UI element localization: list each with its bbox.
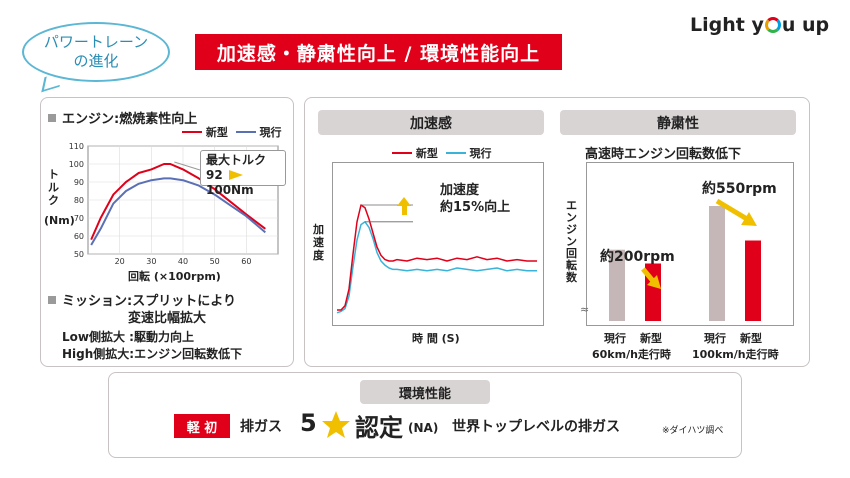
- rpm-group-100: 100km/h走行時: [692, 348, 779, 361]
- callout-leader-line: [174, 161, 201, 171]
- env-cert: 認定: [355, 414, 403, 442]
- rpm-cat-100-current: 現行: [704, 332, 726, 345]
- torque-series-current: [90, 177, 266, 246]
- accel-annotation1: 加速度: [440, 183, 480, 198]
- page-title: 加速感・静粛性向上 / 環境性能向上: [195, 34, 562, 70]
- callout-title: 最大トルク: [206, 153, 267, 167]
- mission-low: Low側拡大 :駆動力向上: [62, 330, 194, 344]
- legend-new-line: [182, 131, 202, 133]
- accel-legend-current: 現行: [469, 147, 492, 160]
- engine-legend: 新型 現行: [182, 124, 282, 140]
- accel-chart: [336, 204, 537, 314]
- rpm-cat-60-current: 現行: [604, 332, 626, 345]
- accel-legend-new-line: [392, 152, 412, 154]
- accel-title: 加速感: [318, 110, 544, 135]
- legend-current-line: [235, 131, 256, 133]
- rpm-cat-100-new: 新型: [740, 332, 762, 345]
- brand-logo: Light y u up: [690, 14, 829, 36]
- env-na: (NA): [408, 421, 439, 435]
- rpm-bar-current-0: [609, 249, 625, 321]
- env-five: 5: [300, 409, 317, 437]
- mission-heading-text: ミッション:スプリットにより: [62, 294, 236, 309]
- rpm-arrow-100-icon: [715, 198, 749, 222]
- torque-ytick-label: 90: [74, 178, 84, 187]
- accel-legend-current-line: [445, 152, 466, 154]
- rpm-cat-60-new: 新型: [640, 332, 662, 345]
- legend-current-label: 現行: [259, 126, 282, 139]
- callout-arrow-icon: [228, 170, 243, 180]
- rpm-bar-new-1: [745, 240, 761, 321]
- engine-heading-text: エンジン:燃焼素性向上: [62, 112, 198, 127]
- axis-break-mark: ≈: [580, 303, 590, 316]
- torque-ytick-label: 100: [69, 160, 84, 169]
- torque-ytick-label: 60: [74, 232, 84, 241]
- accel-series-current: [336, 221, 537, 314]
- env-world: 世界トップレベルの排ガス: [452, 419, 620, 435]
- logo-text-a: Light y: [690, 14, 764, 36]
- rpm-annotation-100: 約550rpm: [702, 181, 777, 197]
- env-gas: 排ガス: [240, 419, 282, 435]
- legend-new-label: 新型: [205, 126, 228, 139]
- quiet-subtitle: 高速時エンジン回転数低下: [585, 147, 742, 162]
- env-note: ※ダイハツ調べ: [662, 426, 724, 436]
- quiet-title: 静粛性: [560, 110, 796, 135]
- callout-to: 100Nm: [206, 183, 254, 197]
- accel-plot-frame: [332, 162, 544, 326]
- rpm-arrow-60-icon: [641, 267, 655, 283]
- rpm-arrows: [641, 198, 757, 289]
- bubble-line2: の進化: [73, 52, 119, 70]
- mission-high: High側拡大:エンジン回転数低下: [62, 347, 243, 361]
- section-bubble: パワートレーン の進化: [22, 22, 170, 82]
- torque-ylabel-unit: (Nm): [44, 214, 75, 227]
- env-title: 環境性能: [360, 380, 490, 404]
- accel-ylabel: 加速度: [313, 223, 324, 262]
- rpm-group-60: 60km/h走行時: [592, 348, 671, 361]
- torque-xtick-label: 20: [115, 257, 125, 266]
- rpm-bar-current-1: [709, 206, 725, 321]
- accel-legend: 新型 現行: [392, 145, 492, 161]
- accel-annotation: 加速度 約15%向上: [440, 182, 510, 216]
- torque-xtick-label: 60: [241, 257, 251, 266]
- torque-callout: 最大トルク 92 100Nm: [200, 150, 286, 197]
- mission-heading: ミッション:スプリットにより: [48, 290, 236, 309]
- bullet-square-icon: [48, 114, 56, 122]
- torque-xtick-label: 40: [178, 257, 188, 266]
- env-badge: 軽 初: [174, 414, 230, 438]
- mission-heading2: 変速比幅拡大: [128, 311, 207, 326]
- accel-up-arrow-stem: [402, 205, 407, 215]
- torque-xlabel: 回転 (×100rpm): [128, 270, 221, 283]
- accel-annotation2: 約15%向上: [440, 200, 511, 215]
- star-icon: [322, 411, 350, 438]
- torque-ytick-label: 110: [69, 142, 84, 151]
- torque-xtick-label: 50: [210, 257, 220, 266]
- torque-chart: 50 60 70 80 90 100 110 20 30 40 50 60: [69, 142, 279, 266]
- bubble-line1: パワートレーン: [43, 33, 149, 51]
- quiet-ylabel: エンジン回転数: [566, 199, 577, 284]
- accel-up-arrow-icon: [397, 197, 411, 206]
- torque-ytick-label: 80: [74, 196, 84, 205]
- rpm-arrowhead-100-icon: [741, 212, 757, 226]
- torque-ytick-label: 50: [74, 250, 84, 259]
- bullet-square-icon: [48, 296, 56, 304]
- accel-series-new: [337, 204, 537, 311]
- torque-ytick-label: 70: [74, 214, 84, 223]
- engine-heading: エンジン:燃焼素性向上: [48, 108, 197, 127]
- accel-legend-new: 新型: [415, 147, 438, 160]
- torque-series-new: [90, 163, 266, 241]
- callout-from: 92: [206, 168, 223, 182]
- logo-text-b: u up: [781, 14, 830, 36]
- rpm-annotation-60: 約200rpm: [600, 249, 675, 265]
- torque-ylabel-jp: トルク: [48, 168, 59, 207]
- rpm-arrowhead-60-icon: [647, 275, 661, 289]
- logo-ring-icon: [764, 17, 781, 33]
- accel-xlabel: 時 間 (S): [412, 332, 460, 345]
- torque-xtick-label: 30: [146, 257, 156, 266]
